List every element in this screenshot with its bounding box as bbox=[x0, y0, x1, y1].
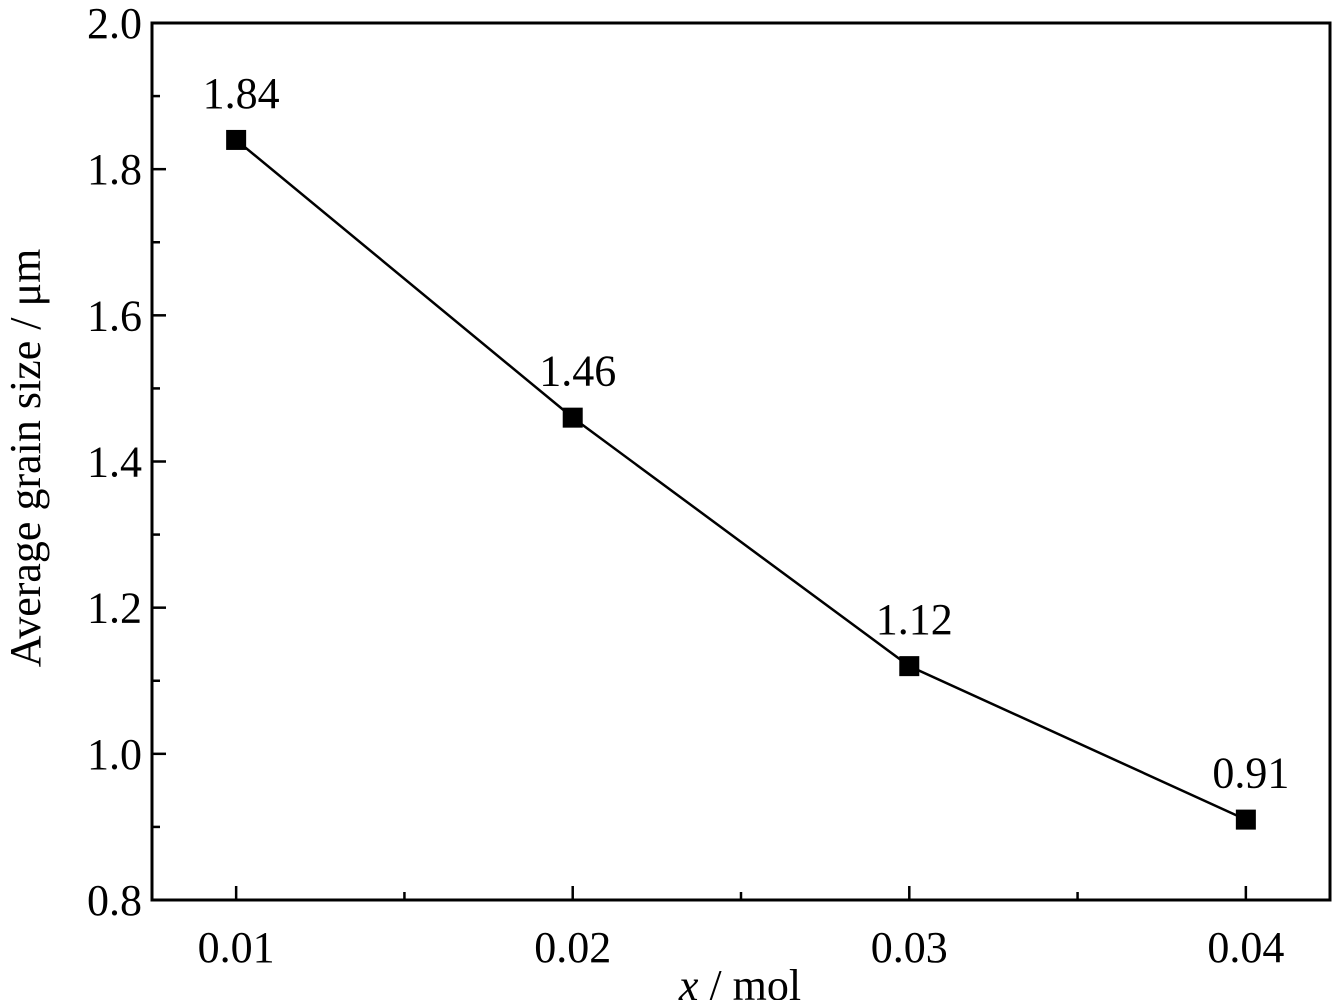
y-tick-label: 1.0 bbox=[87, 730, 142, 779]
data-label: 1.46 bbox=[539, 347, 616, 396]
axes bbox=[150, 21, 1332, 902]
x-axis-unit: / mol bbox=[698, 961, 801, 1000]
x-tick-label: 0.01 bbox=[198, 923, 275, 972]
y-axis-title: Average grain size / μm bbox=[1, 249, 50, 668]
series bbox=[226, 129, 1256, 830]
data-point bbox=[562, 407, 583, 428]
x-tick-label: 0.03 bbox=[871, 923, 948, 972]
plot-frame bbox=[150, 21, 1332, 902]
y-tick-label: 2.0 bbox=[87, 0, 142, 48]
data-label: 1.84 bbox=[203, 69, 280, 118]
x-tick-label: 0.02 bbox=[534, 923, 611, 972]
data-labels: 1.84 1.46 1.12 0.91 bbox=[203, 69, 1290, 798]
series-line bbox=[235, 138, 1247, 821]
tick-labels: 0.01 0.02 0.03 0.04 0.8 1.0 1.2 1.4 1.6 1.8 2.0 bbox=[87, 0, 1284, 972]
y-tick-label: 1.6 bbox=[87, 291, 142, 340]
y-tick-label: 1.8 bbox=[87, 145, 142, 194]
data-point bbox=[226, 129, 247, 150]
data-label: 0.91 bbox=[1212, 749, 1289, 798]
data-point bbox=[1235, 809, 1256, 830]
y-tick-label: 0.8 bbox=[87, 876, 142, 925]
y-tick-label: 1.2 bbox=[87, 584, 142, 633]
x-axis-title: x / mol bbox=[678, 961, 801, 1000]
data-point bbox=[899, 656, 920, 677]
data-label: 1.12 bbox=[876, 595, 953, 644]
x-tick-label: 0.04 bbox=[1207, 923, 1284, 972]
ticks bbox=[152, 21, 1248, 902]
x-axis-variable: x bbox=[678, 961, 699, 1000]
y-tick-label: 1.4 bbox=[87, 438, 142, 487]
